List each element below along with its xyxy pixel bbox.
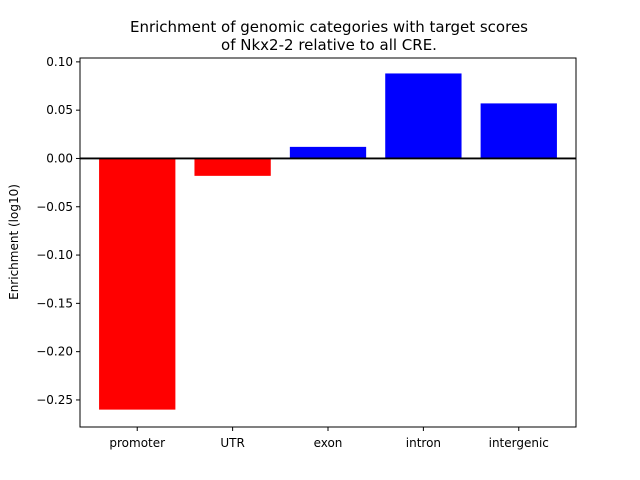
x-tick-label: exon [314, 436, 343, 450]
y-tick-label: −0.20 [36, 345, 73, 359]
bar-exon [289, 146, 367, 159]
y-tick-label: 0.00 [46, 151, 73, 165]
bars [99, 73, 557, 410]
x-tick-label: UTR [220, 436, 244, 450]
chart-title-line-2: of Nkx2-2 relative to all CRE. [221, 36, 437, 54]
y-tick-label: −0.25 [36, 393, 73, 407]
bar-promoter [99, 158, 176, 410]
bar-intergenic [480, 103, 557, 159]
y-axis-label: Enrichment (log10) [7, 184, 21, 300]
x-tick-label: promoter [109, 436, 165, 450]
bar-utr [194, 158, 271, 176]
y-tick-label: −0.15 [36, 296, 73, 310]
bar-intron [385, 73, 462, 159]
y-tick-label: −0.05 [36, 200, 73, 214]
chart-title: Enrichment of genomic categories with ta… [130, 18, 528, 54]
x-tick-label: intron [406, 436, 441, 450]
chart-title-line-1: Enrichment of genomic categories with ta… [130, 18, 528, 36]
y-axis-ticks: 0.10 0.05 0.00 −0.05 −0.10 −0.15 −0.20 −0.25 [36, 55, 80, 407]
y-tick-label: 0.10 [46, 55, 73, 69]
x-tick-label: intergenic [489, 436, 549, 450]
x-axis-ticks: promoter UTR exon intron intergenic [109, 427, 549, 450]
y-tick-label: −0.10 [36, 248, 73, 262]
y-tick-label: 0.05 [46, 103, 73, 117]
